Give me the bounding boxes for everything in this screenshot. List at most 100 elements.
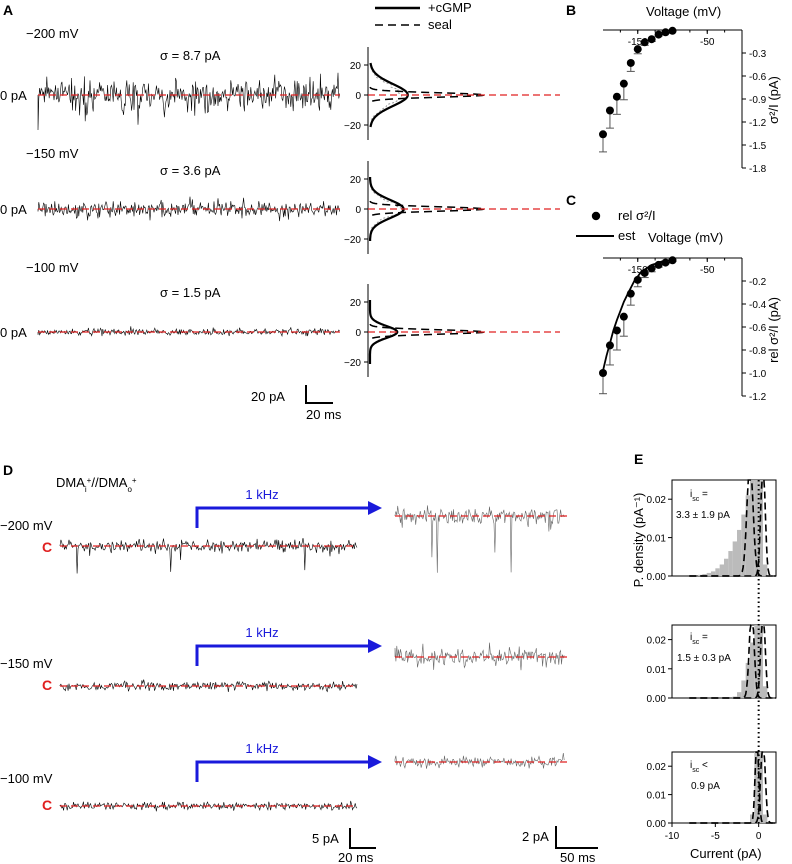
e-y-tick-label: 0.02 — [647, 495, 667, 506]
a-hist-tick-label: −20 — [344, 235, 361, 246]
panel-a-histograms: 20 0 −20 20 0 −20 20 0 −20 — [344, 47, 560, 377]
c-y-tick-label: -0.2 — [749, 277, 767, 288]
e-y-tick-label: 0.02 — [647, 636, 667, 647]
a-hist-tick-label: 20 — [350, 175, 362, 186]
panel-e-label: E — [634, 451, 643, 467]
d-arrow-1 — [195, 506, 370, 528]
b-point — [654, 30, 663, 39]
d-left-trace-3 — [59, 800, 358, 812]
b-point — [619, 79, 628, 88]
d-row1-filter: 1 kHz — [245, 487, 278, 502]
a-trace-2 — [37, 196, 340, 222]
b-y-tick-label: -0.9 — [749, 95, 767, 106]
e-bar — [698, 574, 703, 576]
panel-a-traces — [37, 72, 340, 338]
panel-d-rows — [59, 501, 568, 812]
e-bar — [754, 752, 759, 823]
b-point — [661, 28, 670, 37]
a-hist-tick-label: 20 — [350, 61, 362, 72]
e-bar — [724, 558, 729, 576]
a-hist-data — [370, 66, 403, 123]
panel-b-label: B — [566, 2, 576, 18]
panel-a-label: A — [3, 2, 13, 18]
a-hist-data — [369, 180, 407, 237]
e-ann3-line1: isc < — [690, 760, 708, 774]
e-bar — [763, 564, 768, 576]
a-hist-2: 20 0 −20 — [344, 161, 560, 254]
e-fit-2 — [689, 624, 776, 699]
c-est-line — [602, 259, 673, 371]
a-hist-tick-label: −20 — [344, 358, 361, 369]
e-bar — [741, 680, 746, 698]
b-point — [599, 130, 607, 139]
d-scalebar-right-y: 2 pA — [522, 829, 549, 844]
b-x-tick-label: -50 — [700, 37, 715, 48]
a-hist-seal-fit — [369, 200, 486, 218]
a-row2-voltage: −150 mV — [26, 146, 79, 161]
c-ylabel: rel σ²/I (pA) — [766, 297, 781, 363]
legend-cgmp-label: +cGMP — [428, 0, 472, 15]
b-point — [605, 106, 614, 115]
b-ylabel: σ²/I (pA) — [766, 76, 781, 124]
a-hist-seal-fit — [369, 323, 486, 341]
d-row3-filter: 1 kHz — [245, 741, 278, 756]
e-bar — [711, 571, 716, 576]
panel-e-plot: 0.00 0.01 0.02 0.00 0.01 0.02 0.00 0.01 0.02 -10 -… — [647, 479, 777, 842]
e-bar — [732, 541, 737, 576]
b-point — [640, 38, 649, 47]
a-row3-sigma: σ = 1.5 pA — [160, 285, 221, 300]
b-point — [612, 92, 621, 101]
b-y-tick-label: -1.8 — [749, 164, 767, 175]
b-point — [633, 45, 642, 54]
d-solution: DMAi+//DMAo+ — [56, 475, 137, 494]
b-y-tick-label: -0.3 — [749, 49, 767, 60]
d-row3-voltage: −100 mV — [0, 771, 53, 786]
b-point — [668, 26, 677, 35]
e-bar — [728, 551, 733, 576]
legend-seal-label: seal — [428, 17, 452, 32]
a-hist-1: 20 0 −20 — [344, 47, 560, 140]
d-scalebar-left-x: 20 ms — [338, 850, 374, 864]
b-point — [647, 35, 656, 44]
d-arrows: 1 kHz 1 kHz 1 kHz — [245, 487, 278, 756]
e-x-tick-label: -10 — [665, 831, 680, 842]
b-y-tick-label: -1.2 — [749, 118, 767, 129]
e-ann3-line2: 0.9 pA — [691, 781, 720, 792]
a-hist-3: 20 0 −20 — [344, 284, 560, 377]
b-x-tick-label: -150 — [628, 37, 648, 48]
e-bar — [737, 529, 742, 576]
b-point — [626, 58, 635, 67]
e-hist-3: 0.00 0.01 0.02 — [647, 751, 777, 830]
e-y-tick-label: 0.00 — [647, 819, 667, 830]
a-hist-tick-label: 20 — [350, 298, 362, 309]
a-trace-1 — [37, 72, 340, 131]
c-legend-est: est — [618, 228, 636, 243]
c-x-tick-label: -150 — [628, 265, 648, 276]
d-scalebar-left: 5 pA 20 ms — [312, 828, 376, 864]
e-y-tick-label: 0.01 — [647, 791, 667, 802]
e-ann2-line2: 1.5 ± 0.3 pA — [677, 653, 731, 664]
d-right-trace-3 — [394, 752, 565, 769]
d-right-trace-1 — [394, 505, 565, 573]
a-hist-tick-label: 0 — [355, 91, 361, 102]
c-point — [599, 369, 607, 377]
d-arrow-2 — [195, 644, 370, 666]
d-left-trace-1 — [59, 538, 358, 574]
e-y-tick-label: 0.00 — [647, 694, 667, 705]
e-bar — [754, 480, 759, 576]
d-scalebar-left-y: 5 pA — [312, 831, 339, 846]
d-arrowhead-3 — [368, 755, 382, 769]
b-xlabel: Voltage (mV) — [646, 4, 721, 19]
e-bar — [750, 642, 755, 698]
e-fit-2 — [689, 479, 776, 577]
c-point — [619, 312, 628, 321]
a-row2-sigma: σ = 3.6 pA — [160, 163, 221, 178]
e-x-tick-label: -5 — [711, 831, 720, 842]
panel-a-legend: +cGMP seal — [375, 0, 472, 32]
a-row3-baseline: 0 pA — [0, 325, 27, 340]
a-trace-3 — [37, 326, 340, 338]
e-bar — [750, 480, 755, 576]
c-legend-marker — [591, 211, 601, 221]
e-bar — [763, 814, 768, 823]
